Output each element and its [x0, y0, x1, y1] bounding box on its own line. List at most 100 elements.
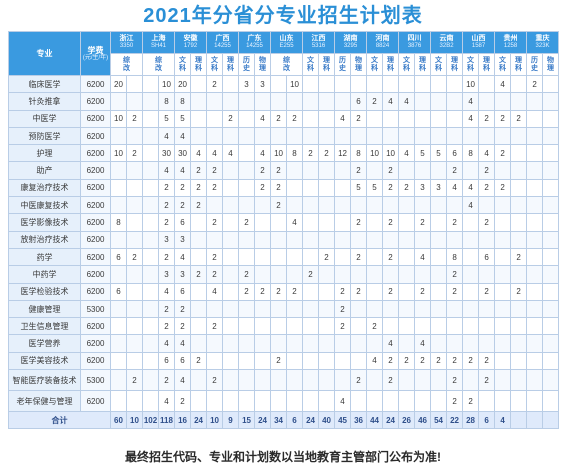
major-name: 康复治疗技术 — [8, 178, 81, 198]
plan-count — [542, 109, 560, 128]
plan-count — [286, 334, 304, 353]
plan-count: 2 — [270, 282, 288, 301]
plan-count — [110, 299, 127, 319]
plan-count — [366, 282, 384, 301]
plan-count — [366, 334, 384, 353]
plan-count: 2 — [206, 213, 224, 232]
plan-count — [270, 265, 288, 284]
plan-count — [510, 74, 528, 94]
plan-count — [494, 126, 512, 146]
plan-count — [222, 196, 240, 215]
major-name: 护理 — [8, 144, 81, 163]
plan-count — [430, 282, 448, 301]
plan-count — [366, 299, 384, 319]
plan-count: 2 — [446, 390, 464, 413]
province-header: 广东 14255 — [238, 31, 272, 54]
plan-count: 3 — [157, 265, 176, 284]
subject-type-char: 理 — [451, 56, 459, 64]
plan-count — [142, 161, 159, 180]
total-count — [510, 411, 528, 430]
subject-type: 理科 — [510, 53, 528, 76]
tuition-fee: 6200 — [80, 126, 111, 146]
plan-count: 2 — [446, 351, 464, 371]
plan-count — [142, 369, 159, 392]
plan-count — [446, 196, 464, 215]
plan-count — [350, 390, 368, 413]
plan-count: 8 — [350, 144, 368, 163]
total-count: 24 — [382, 411, 400, 430]
subject-type-char: 历 — [243, 56, 251, 64]
plan-count — [110, 178, 127, 198]
major-name: 中药学 — [8, 265, 81, 284]
plan-count: 4 — [157, 282, 176, 301]
subject-type-char: 文 — [371, 56, 379, 64]
province-name: 山东 — [279, 35, 294, 42]
plan-count — [542, 390, 560, 413]
total-row: 合计 60 10 102 118 16 24 10 9 15 24 34 6 24 40 45 36 44 24 26… — [8, 411, 560, 430]
plan-count — [126, 74, 143, 94]
total-count: 10 — [126, 411, 143, 430]
enrollment-table-wrap: 专业 学费 (元/生/年) 浙江 3350 上海 SH41 安徽 1792 广西 14255 广东 14… — [8, 31, 560, 441]
plan-count: 2 — [157, 178, 176, 198]
subject-type: 历史 — [238, 53, 256, 76]
subject-type-char: 科 — [419, 64, 427, 72]
plan-count — [462, 299, 480, 319]
subject-type: 物理 — [350, 53, 368, 76]
plan-count — [526, 230, 544, 249]
plan-count — [350, 265, 368, 284]
plan-count: 10 — [157, 74, 176, 94]
plan-count — [478, 74, 496, 94]
plan-count: 2 — [302, 144, 320, 163]
table-row: 医学影像技术 6200 8 2 6 2 2 4 2 2 2 2 2 — [8, 213, 560, 232]
plan-count — [382, 196, 400, 215]
total-count: 54 — [430, 411, 448, 430]
plan-count — [510, 351, 528, 371]
major-name: 卫生信息管理 — [8, 317, 81, 336]
province-name: 广西 — [215, 35, 230, 42]
plan-count: 10 — [270, 144, 288, 163]
plan-count — [126, 92, 143, 111]
plan-count: 4 — [157, 334, 176, 353]
plan-count — [222, 265, 240, 284]
plan-count — [206, 334, 224, 353]
plan-count: 30 — [157, 144, 176, 163]
province-name: 江西 — [311, 35, 326, 42]
plan-count — [334, 369, 352, 392]
province-header: 四川 3876 — [398, 31, 432, 54]
plan-count — [302, 230, 320, 249]
plan-count: 2 — [206, 178, 224, 198]
plan-count: 2 — [382, 351, 400, 371]
plan-count — [350, 74, 368, 94]
subject-type-char: 理 — [387, 56, 395, 64]
plan-count — [382, 74, 400, 94]
plan-count — [382, 317, 400, 336]
province-header: 广西 14255 — [206, 31, 240, 54]
plan-count: 2 — [462, 351, 480, 371]
plan-count — [366, 265, 384, 284]
plan-count — [142, 196, 159, 215]
plan-count — [286, 390, 304, 413]
plan-count — [238, 92, 256, 111]
total-count: 24 — [254, 411, 272, 430]
plan-count — [382, 390, 400, 413]
plan-count — [526, 265, 544, 284]
plan-count — [462, 230, 480, 249]
plan-count — [398, 213, 416, 232]
major-name: 健康管理 — [8, 299, 81, 319]
province-code: 14255 — [214, 43, 231, 49]
plan-count: 2 — [478, 351, 496, 371]
plan-count: 12 — [334, 144, 352, 163]
plan-count — [478, 265, 496, 284]
table-row: 放射治疗技术 6200 3 3 — [8, 230, 560, 249]
plan-count: 4 — [286, 213, 304, 232]
subject-type-char: 科 — [211, 64, 219, 72]
plan-count — [190, 247, 208, 267]
plan-count: 2 — [190, 265, 208, 284]
plan-count — [142, 92, 159, 111]
total-count: 44 — [366, 411, 384, 430]
tuition-fee: 6200 — [80, 178, 111, 198]
plan-count: 2 — [526, 74, 544, 94]
plan-count: 2 — [478, 178, 496, 198]
plan-count — [318, 369, 336, 392]
plan-count — [190, 92, 208, 111]
